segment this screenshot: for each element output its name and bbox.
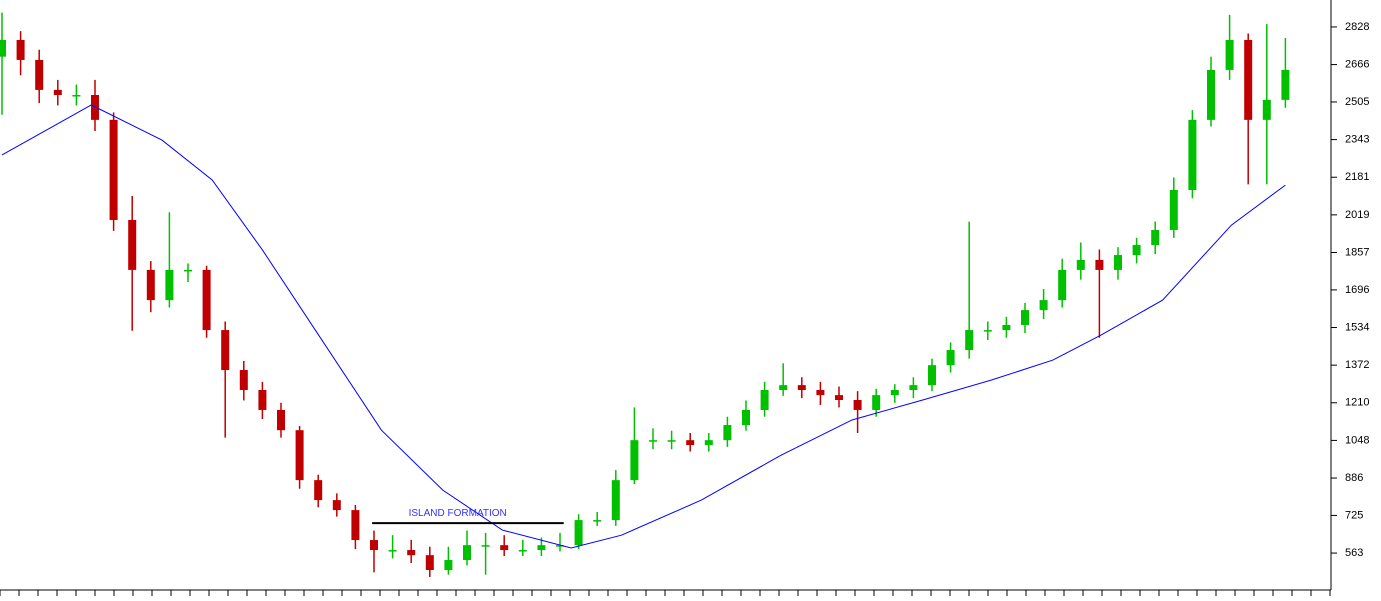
candle-body xyxy=(258,390,267,410)
candle-body xyxy=(667,440,676,442)
candle-body xyxy=(1281,69,1290,100)
candle-body xyxy=(1021,310,1029,325)
candle-body xyxy=(16,39,25,60)
y-tick-label: 563 xyxy=(1345,547,1363,559)
candle-body xyxy=(1151,229,1160,246)
candle-body xyxy=(314,480,323,501)
candle-body xyxy=(797,385,806,391)
candle-body xyxy=(1114,255,1122,270)
candle-body xyxy=(686,440,695,446)
y-tick-label: 2019 xyxy=(1345,209,1369,221)
candle-body xyxy=(909,385,918,391)
candle-body xyxy=(1262,99,1271,120)
candle-body xyxy=(0,39,6,57)
candle-body xyxy=(184,269,192,272)
candle-body xyxy=(1002,324,1011,331)
candle-body xyxy=(1095,259,1104,270)
candle-body xyxy=(574,520,583,546)
y-tick-label: 1372 xyxy=(1345,359,1369,371)
y-tick-label: 1210 xyxy=(1345,397,1369,409)
candle-body xyxy=(425,555,434,571)
candle-body xyxy=(1039,300,1048,311)
candle-body xyxy=(165,269,174,301)
y-tick-label: 2343 xyxy=(1345,134,1369,146)
candle-body xyxy=(630,440,639,481)
y-tick-label: 1857 xyxy=(1345,246,1369,258)
candle-body xyxy=(1169,190,1178,230)
candle-body xyxy=(890,390,899,396)
candle-body xyxy=(53,89,62,96)
candle-body xyxy=(1076,259,1085,270)
candle-body xyxy=(928,365,936,386)
annotation-text: ISLAND FORMATION xyxy=(409,508,507,519)
y-tick-label: 725 xyxy=(1345,509,1363,521)
candle-body xyxy=(463,545,471,561)
candle-body xyxy=(444,560,453,571)
y-tick-label: 2828 xyxy=(1345,21,1369,33)
candle-body xyxy=(1225,39,1234,70)
y-tick-label: 886 xyxy=(1345,472,1363,484)
candle-body xyxy=(556,545,564,547)
candle-body xyxy=(351,510,360,541)
candle-body xyxy=(853,399,862,410)
candle-body xyxy=(500,545,509,551)
candle-body xyxy=(35,59,44,90)
candle-body xyxy=(872,395,881,410)
candle-body xyxy=(611,480,620,521)
candle-body xyxy=(407,550,416,556)
candle-body xyxy=(295,430,304,481)
candle-body xyxy=(1188,119,1197,191)
y-tick-label: 1696 xyxy=(1345,284,1369,296)
candle-body xyxy=(128,219,137,270)
y-tick-label: 1048 xyxy=(1345,434,1369,446)
candle-body xyxy=(1244,39,1253,120)
candle-body xyxy=(779,385,788,391)
candle-body xyxy=(109,119,118,220)
candle-body xyxy=(1207,69,1215,120)
candle-body xyxy=(593,520,602,522)
candle-body xyxy=(221,330,230,371)
candle-body xyxy=(146,269,155,301)
candle-body xyxy=(388,550,397,552)
candle-body xyxy=(518,550,527,552)
candle-body xyxy=(91,95,99,120)
candle-body xyxy=(239,370,248,391)
candle-body xyxy=(537,545,546,551)
candle-body xyxy=(835,395,843,400)
y-tick-label: 1534 xyxy=(1345,321,1369,333)
moving-average-line xyxy=(1,104,1286,549)
y-tick-label: 2666 xyxy=(1345,58,1369,70)
candle-body xyxy=(723,425,732,441)
candle-body xyxy=(370,540,378,551)
candle-body xyxy=(742,409,750,426)
candle-body xyxy=(277,409,285,431)
candle-body xyxy=(332,500,341,511)
candle-body xyxy=(1132,245,1141,256)
candle-body xyxy=(202,269,211,331)
candle-body xyxy=(965,330,974,351)
y-tick-label: 2181 xyxy=(1345,171,1369,183)
candle-body xyxy=(1058,269,1067,301)
candle-body xyxy=(649,440,657,442)
x-axis-ticks xyxy=(0,590,1331,596)
candle-body xyxy=(481,545,490,547)
candle-body xyxy=(760,390,769,410)
candle-body xyxy=(72,95,81,97)
candle-body xyxy=(946,350,955,366)
candle-body xyxy=(816,390,825,396)
y-tick-label: 2505 xyxy=(1345,96,1369,108)
candle-body xyxy=(704,440,713,446)
candle-body xyxy=(983,330,992,332)
